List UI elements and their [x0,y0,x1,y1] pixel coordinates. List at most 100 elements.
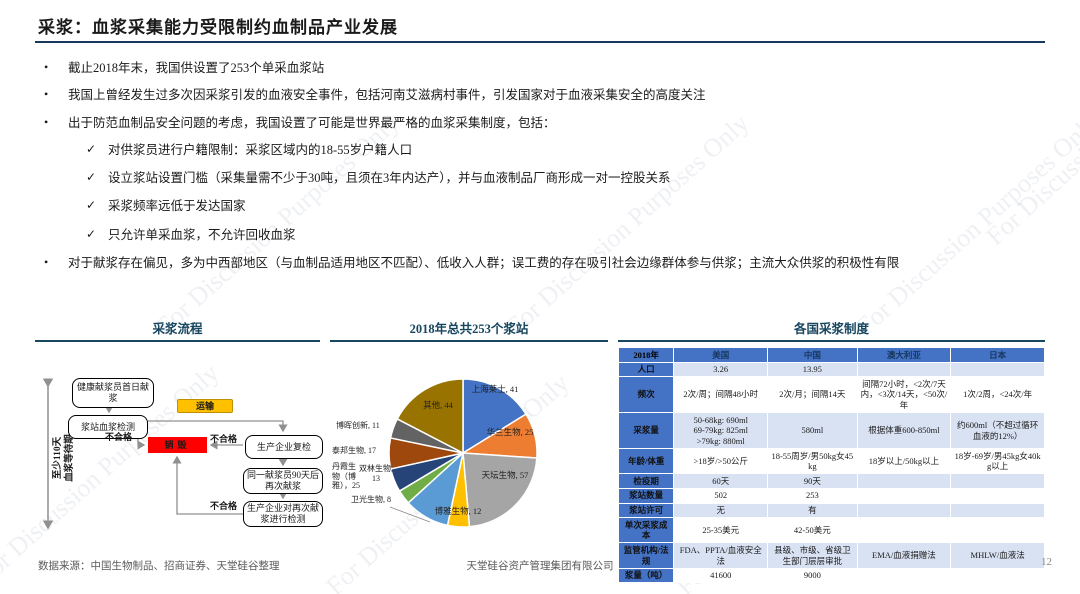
table-cell: 有 [767,502,858,519]
pie-label-taibang: 泰邦生物, 17 [332,446,376,455]
bullet-item: • 出于防范血制品安全问题的考虑，我国设置了可能是世界最严格的血浆采集制度，包括… [44,115,1044,131]
table-cell: 50-68kg: 690ml 69-79kg: 825ml >79kg: 880… [673,412,769,449]
sub-bullet-text: 只允许单采血浆，不允许回收血浆 [108,227,296,242]
flowchart-section-title: 采浆流程 [35,318,320,342]
table-row: 监管机构/法规 FDA、PPTA/血液安全法 县级、市级、省级卫生部门层层审批 EMA… [617,542,1045,569]
table-cell [950,361,1045,378]
pie-chart-panel: 2018年总共253个浆站 上海莱士, 41 华兰生物, 25 天坛生物, 57… [330,318,608,557]
table-cell: 18岁以上/50kg以上 [856,447,952,475]
pie-label-hualan: 华兰生物, 25 [486,427,534,437]
bullet-item: • 我国上曾经发生过多次因采浆引发的血液安全事件，包括河南艾滋病村事件，引发国家… [44,87,1044,103]
table-header-row: 2018年 美国 中国 澳大利亚 日本 [617,347,1045,363]
table-col-china: 中国 [767,347,858,363]
pie-label-shuanglin: 双林生物, 13 [359,464,393,483]
table-cell [950,567,1045,584]
pie-chart-canvas: 上海莱士, 41 华兰生物, 25 天坛生物, 57 博雅生物, 12 丹霞生物… [330,342,608,557]
table-cell [856,502,952,519]
table-cell: 502 [673,487,769,504]
country-table-panel: 各国采浆制度 2018年 美国 中国 澳大利亚 日本 人口 3.26 13.95 频次… [617,318,1045,584]
table-cell: 2次/月；间隔14天 [767,376,858,414]
bullet-dot-icon: • [44,60,49,74]
bullet-text: 我国上曾经发生过多次因采浆引发的血液安全事件，包括河南艾滋病村事件，引发国家对于… [68,88,706,103]
table-cell [950,473,1045,489]
pie-label-boya: 博雅生物, 12 [434,506,482,516]
table-cell: 25-35美元 [673,517,769,544]
table-cell: 90天 [767,473,858,489]
table-row: 单次采浆成本 25-35美元 42-50美元 [617,517,1045,544]
table-row-label: 监管机构/法规 [617,542,675,569]
table-col-usa: 美国 [673,347,769,363]
table-cell: >18岁/>50公斤 [673,447,769,475]
flow-box-station-test: 浆站血浆检测 [68,415,148,439]
table-col-australia: 澳大利亚 [856,347,952,363]
table-cell [856,517,952,544]
table-cell [856,567,952,584]
table-cell: 580ml [767,412,858,449]
checkmark-icon: ✓ [86,170,97,184]
label-leader-line [389,506,431,523]
table-cell: 42-50美元 [767,517,858,544]
table-row-label: 采浆量 [617,412,675,449]
flow-box-first-donation: 健康献浆员首日献浆 [72,378,154,408]
sub-bullet-item: ✓ 对供浆员进行户籍限制：采浆区域内的18-55岁户籍人口 [44,142,1044,158]
sub-bullet-text: 设立浆站设置门槛（采集量需不少于30吨，且须在3年内达产），并与血液制品厂商形成… [108,171,671,185]
table-cell: 18-55周岁/男50kg女45kg [767,447,858,475]
table-cell [856,473,952,489]
table-row-label: 浆站许可 [617,502,675,519]
table-row: 检疫期 60天 90天 [617,473,1045,489]
bullet-text: 对于献浆存在偏见，多为中西部地区（与血制品适用地区不匹配）、低收入人群；误工费的… [68,255,900,270]
table-cell [950,502,1045,519]
table-row-label: 频次 [617,376,675,414]
page-number: 12 [1041,556,1052,568]
bullet-dot-icon: • [44,87,49,102]
fail-label: 不合格 [210,501,238,511]
table-cell: 约600ml（不超过循环血液的12%） [950,412,1045,449]
pie-label-tiantan: 天坛生物, 57 [481,470,529,480]
pie-slice-天坛生物 [462,452,538,528]
table-cell: 41600 [673,567,769,584]
pie-label-bohui: 博晖创新, 11 [336,421,380,430]
table-row-label: 单次采浆成本 [617,517,675,544]
sub-bullet-text: 采浆频率远低于发达国家 [108,199,246,214]
table-section-title: 各国采浆制度 [618,318,1045,342]
table-row-label: 浆量（吨） [617,567,675,584]
table-cell: 9000 [767,567,858,584]
table-cell: EMA/血液捐赠法 [856,542,952,569]
table-cell [950,517,1045,544]
table-cell: 2次/周；间隔48小时 [673,376,769,414]
table-row: 年龄/体重 >18岁/>50公斤 18-55周岁/男50kg女45kg 18岁以上/5… [617,447,1045,475]
table-cell: 60天 [673,473,769,489]
bullet-dot-icon: • [44,254,49,269]
flow-box-recheck: 生产企业复检 [245,435,323,459]
title-underline [35,41,1045,43]
table-cell: 无 [673,502,769,519]
checkmark-icon: ✓ [86,226,97,241]
bullet-item: • 对于献浆存在偏见，多为中西部地区（与血制品适用地区不匹配）、低收入人群；误工… [44,255,1044,271]
flow-box-destroy: 销毁 [148,437,207,453]
table-row: 频次 2次/周；间隔48小时 2次/月；间隔14天 间隔72小时，<2次/7天内，<3… [617,376,1045,414]
table-row-label: 浆站数量 [617,487,675,504]
bullet-text: 截止2018年末，我国供设置了253个单采血浆站 [68,61,325,75]
sub-bullet-item: ✓ 设立浆站设置门槛（采集量需不少于30吨，且须在3年内达产），并与血液制品厂商… [44,170,1044,186]
table-row: 采浆量 50-68kg: 690ml 69-79kg: 825ml >79kg: … [617,412,1045,449]
pie-chart [388,378,538,528]
table-row-label: 检疫期 [617,473,675,489]
table-cell: 间隔72小时，<2次/7天内，<3次/14天，<50次/年 [856,376,952,414]
pie-slice-上海莱士 [462,378,527,454]
sub-bullet-item: ✓ 只允许单采血浆，不允许回收血浆 [44,227,1044,243]
checkmark-icon: ✓ [86,198,97,213]
company-name: 天堂硅谷资产管理集团有限公司 [466,561,614,572]
country-comparison-table: 2018年 美国 中国 澳大利亚 日本 人口 3.26 13.95 频次 2次/周；间隔… [617,347,1045,584]
table-cell: 1次/2周，<24次/年 [950,376,1045,414]
pie-label-danxia: 丹霞生物（博雅），25 [332,462,360,491]
table-cell [856,487,952,504]
table-cell: 253 [767,487,858,504]
bullet-item: • 截止2018年末，我国供设置了253个单采血浆站 [44,60,1044,76]
table-row: 浆量（吨） 41600 9000 [617,567,1045,584]
table-cell [856,361,952,378]
flow-box-second-donation: 同一献浆员90天后再次献浆 [243,468,323,494]
table-col-japan: 日本 [950,347,1045,363]
flowchart-arrows [42,378,288,530]
pie-label-shanghai-raas: 上海莱士, 41 [471,384,519,394]
